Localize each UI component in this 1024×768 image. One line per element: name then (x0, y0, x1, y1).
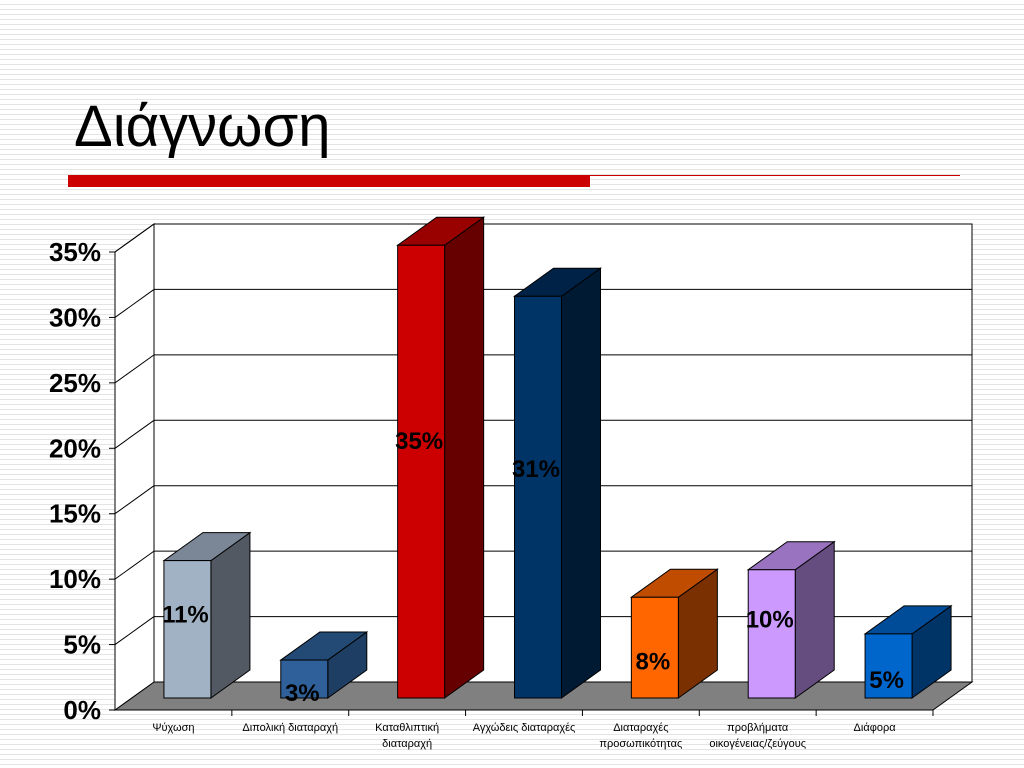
category-label: Ψύχωση (152, 722, 194, 734)
category-label: προβλήματα (727, 722, 789, 734)
bar (163, 560, 212, 699)
bar (747, 569, 796, 699)
bar (514, 295, 562, 699)
gridline-side (114, 616, 155, 645)
category-label: Διάφορα (854, 722, 897, 734)
bar (397, 244, 446, 699)
bar-side (210, 531, 251, 699)
y-tick-labels: 0% 5% 10% 15% 20% 25% 30% 35% (49, 237, 101, 725)
gridline-side (114, 550, 155, 580)
category-label: Καταθλιπτική (375, 722, 439, 734)
bar (864, 633, 913, 699)
y-tick-label: 30% (49, 302, 101, 332)
data-label: 10% (746, 606, 794, 633)
category-label: Αγχώδεις διαταραχές (473, 722, 576, 734)
gridline-side (114, 289, 155, 318)
axes (109, 251, 934, 716)
y-tick-label: 25% (49, 368, 101, 398)
data-label: 31% (512, 456, 560, 483)
bars (162, 216, 953, 699)
y-tick-label: 20% (49, 433, 101, 463)
gridline-side (114, 354, 155, 384)
title-underline-thick (68, 175, 590, 187)
bar (630, 596, 679, 699)
category-label: διαταραχή (382, 738, 432, 750)
bar-side (444, 216, 485, 699)
data-label: 11% (162, 601, 209, 628)
y-tick-label: 35% (49, 237, 101, 267)
slide-title: Διάγνωση (74, 94, 331, 159)
data-labels: 11% 3% 35% 31% 8% 10% 5% (162, 428, 904, 707)
data-label: 8% (636, 649, 671, 676)
category-label: οικογένειας/ζεύγους (709, 738, 806, 750)
gridline-side (114, 223, 155, 253)
y-tick-label: 15% (49, 499, 101, 529)
y-tick-label: 10% (49, 564, 101, 594)
gridline-side (114, 485, 155, 515)
category-label: Διαταραχές (613, 722, 668, 734)
data-label: 5% (869, 667, 904, 694)
data-label: 35% (395, 428, 443, 455)
category-label: προσωπικότητας (599, 738, 682, 750)
bar (280, 659, 329, 699)
chart-side-wall (114, 223, 155, 711)
y-tick-label: 5% (63, 630, 101, 660)
y-tick-label: 0% (63, 695, 101, 725)
title-underline-thin (590, 175, 960, 176)
gridline-side (114, 419, 155, 449)
data-label: 3% (285, 680, 320, 707)
category-labels: Ψύχωση Διπολική διαταραχή Καταθλιπτική διατ… (152, 722, 896, 750)
bar-side (561, 267, 601, 699)
category-label: Διπολική διαταραχή (242, 722, 338, 734)
